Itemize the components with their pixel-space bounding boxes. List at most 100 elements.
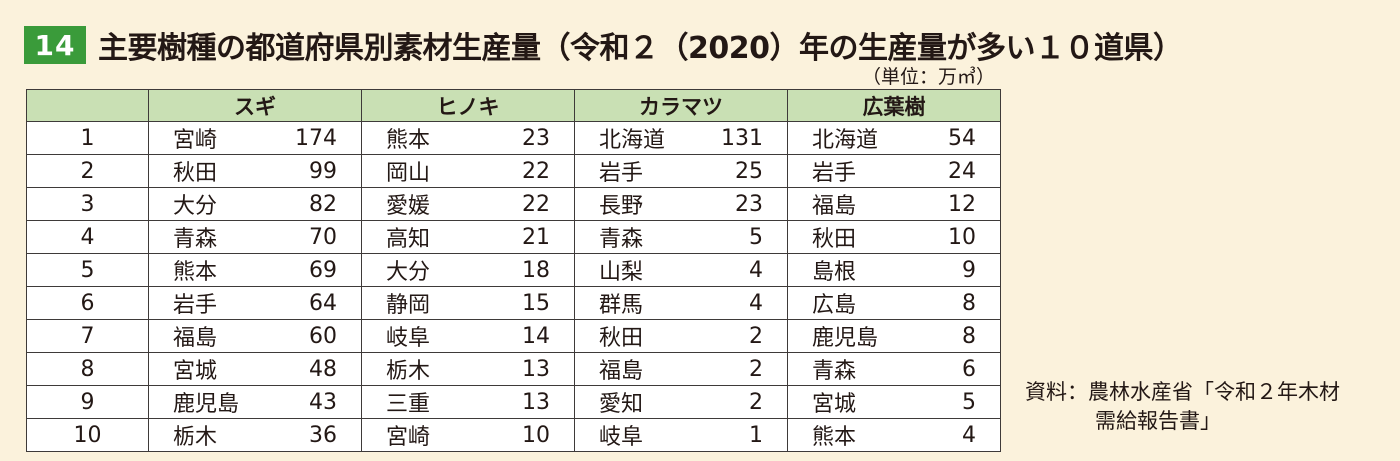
data-cell: 北海道 131	[574, 121, 788, 155]
production-value: 25	[735, 158, 763, 184]
production-value: 43	[309, 389, 337, 415]
production-value: 9	[962, 257, 976, 283]
data-cell: 岡山 22	[361, 154, 575, 188]
table-body: 1 宮崎 174 熊本 23 北海道 131 北海道 54 2 秋田 99 岡山 22 岩手 25 岩手 24 3 大…	[26, 121, 1001, 452]
prefecture-name: 宮崎	[173, 128, 218, 153]
data-cell: 愛知 2	[574, 385, 788, 419]
production-value: 5	[749, 224, 763, 250]
data-cell: 三重 13	[361, 385, 575, 419]
production-value: 82	[309, 191, 337, 217]
production-value: 4	[749, 257, 763, 283]
data-cell: 北海道 54	[787, 121, 1001, 155]
production-value: 1	[749, 422, 763, 448]
figure-title: 主要樹種の都道府県別素材生産量（令和２（2020）年の生産量が多い１０道県）	[98, 31, 1183, 66]
table-row: 7 福島 60 岐阜 14 秋田 2 鹿児島 8	[26, 319, 1001, 353]
rank-cell: 7	[26, 319, 149, 353]
production-table: スギ ヒノキ カラマツ 広葉樹 1 宮崎 174 熊本 23 北海道 131 北海道 54 2 秋田…	[26, 89, 1001, 452]
prefecture-name: 青森	[599, 227, 644, 252]
rank-cell: 4	[26, 220, 149, 254]
data-cell: 宮崎 174	[148, 121, 362, 155]
production-value: 6	[962, 356, 976, 382]
production-value: 174	[295, 125, 337, 151]
prefecture-name: 熊本	[812, 425, 857, 450]
prefecture-name: 三重	[386, 392, 431, 417]
data-cell: 鹿児島 8	[787, 319, 1001, 353]
prefecture-name: 青森	[173, 227, 218, 252]
prefecture-name: 宮城	[173, 359, 218, 384]
data-cell: 島根 9	[787, 253, 1001, 287]
prefecture-name: 熊本	[386, 128, 431, 153]
production-value: 54	[948, 125, 976, 151]
table-row: 1 宮崎 174 熊本 23 北海道 131 北海道 54	[26, 121, 1001, 155]
data-cell: 静岡 15	[361, 286, 575, 320]
prefecture-name: 群馬	[599, 293, 644, 318]
production-value: 2	[749, 389, 763, 415]
prefecture-name: 秋田	[599, 326, 644, 351]
data-cell: 青森 5	[574, 220, 788, 254]
production-value: 14	[522, 323, 550, 349]
production-value: 18	[522, 257, 550, 283]
prefecture-name: 島根	[812, 260, 857, 285]
prefecture-name: 鹿児島	[812, 326, 879, 351]
data-cell: 大分 82	[148, 187, 362, 221]
prefecture-name: 青森	[812, 359, 857, 384]
production-value: 22	[522, 158, 550, 184]
prefecture-name: 岐阜	[386, 326, 431, 351]
production-value: 36	[309, 422, 337, 448]
table-row: 10 栃木 36 宮崎 10 岐阜 1 熊本 4	[26, 418, 1001, 452]
prefecture-name: 愛媛	[386, 194, 431, 219]
prefecture-name: 山梨	[599, 260, 644, 285]
data-cell: 大分 18	[361, 253, 575, 287]
production-value: 10	[948, 224, 976, 250]
data-cell: 山梨 4	[574, 253, 788, 287]
production-value: 4	[749, 290, 763, 316]
column-header-karamatsu: カラマツ	[574, 89, 788, 122]
data-cell: 青森 70	[148, 220, 362, 254]
production-value: 2	[749, 323, 763, 349]
rank-cell: 1	[26, 121, 149, 155]
figure-header: 14 主要樹種の都道府県別素材生産量（令和２（2020）年の生産量が多い１０道県…	[24, 24, 1183, 66]
data-cell: 岐阜 1	[574, 418, 788, 452]
prefecture-name: 大分	[173, 194, 218, 219]
prefecture-name: 広島	[812, 293, 857, 318]
source-note: 資料：農林水産省「令和２年木材 需給報告書」	[1025, 378, 1340, 436]
data-cell: 宮崎 10	[361, 418, 575, 452]
table-row: 2 秋田 99 岡山 22 岩手 25 岩手 24	[26, 154, 1001, 188]
prefecture-name: 愛知	[599, 392, 644, 417]
production-value: 8	[962, 290, 976, 316]
table-row: 4 青森 70 高知 21 青森 5 秋田 10	[26, 220, 1001, 254]
column-header-rank	[26, 89, 149, 122]
production-value: 12	[948, 191, 976, 217]
rank-cell: 5	[26, 253, 149, 287]
data-cell: 長野 23	[574, 187, 788, 221]
rank-cell: 8	[26, 352, 149, 386]
prefecture-name: 静岡	[386, 293, 431, 318]
data-cell: 岩手 24	[787, 154, 1001, 188]
rank-cell: 3	[26, 187, 149, 221]
prefecture-name: 岩手	[599, 161, 644, 186]
table-row: 5 熊本 69 大分 18 山梨 4 島根 9	[26, 253, 1001, 287]
source-line-2: 需給報告書」	[1095, 409, 1221, 433]
data-cell: 秋田 2	[574, 319, 788, 353]
prefecture-name: 岐阜	[599, 425, 644, 450]
production-value: 99	[309, 158, 337, 184]
rank-cell: 6	[26, 286, 149, 320]
data-cell: 熊本 69	[148, 253, 362, 287]
prefecture-name: 栃木	[386, 359, 431, 384]
prefecture-name: 秋田	[173, 161, 218, 186]
production-value: 2	[749, 356, 763, 382]
data-cell: 宮城 5	[787, 385, 1001, 419]
prefecture-name: 岡山	[386, 161, 431, 186]
production-value: 8	[962, 323, 976, 349]
column-header-broadleaf: 広葉樹	[787, 89, 1001, 122]
column-header-hinoki: ヒノキ	[361, 89, 575, 122]
data-cell: 栃木 13	[361, 352, 575, 386]
data-cell: 宮城 48	[148, 352, 362, 386]
rank-cell: 10	[26, 418, 149, 452]
production-value: 48	[309, 356, 337, 382]
data-cell: 愛媛 22	[361, 187, 575, 221]
production-value: 131	[721, 125, 763, 151]
production-value: 21	[522, 224, 550, 250]
production-value: 23	[522, 125, 550, 151]
data-cell: 福島 60	[148, 319, 362, 353]
